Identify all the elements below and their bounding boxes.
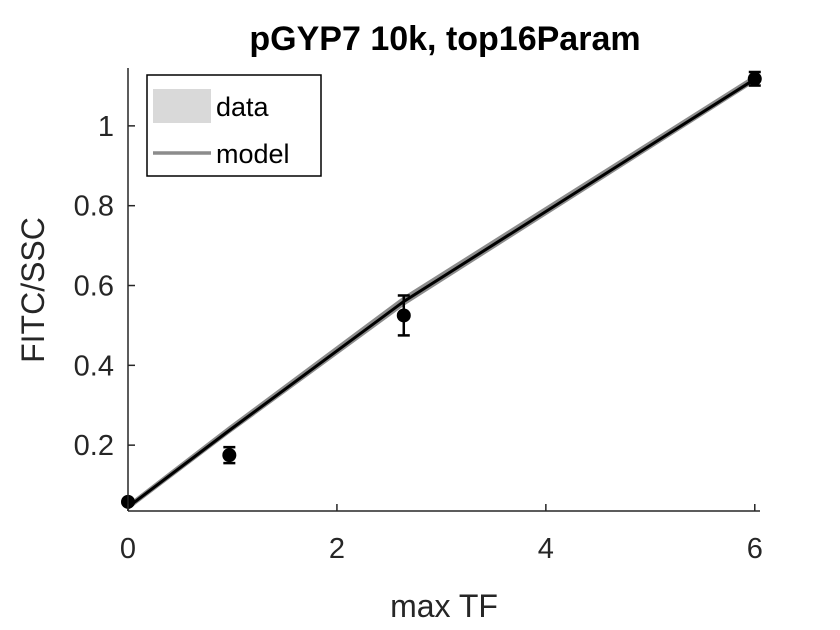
y-tick-label: 0.2 xyxy=(74,430,114,462)
model-line xyxy=(127,77,756,509)
y-tick-label: 0.8 xyxy=(74,191,114,223)
plot-area xyxy=(121,70,762,512)
ticks: 0 2 4 6 0.2 0.4 0.6 0.8 1 xyxy=(74,111,763,565)
data-marker xyxy=(396,308,411,323)
legend: data model xyxy=(146,74,322,177)
x-tick-label: 2 xyxy=(329,533,345,565)
legend-label-model: model xyxy=(216,139,290,169)
data-point xyxy=(747,70,762,87)
x-tick-label: 0 xyxy=(120,533,136,565)
data-point xyxy=(396,294,411,337)
y-tick-label: 1 xyxy=(98,111,114,143)
x-axis-label: max TF xyxy=(390,588,498,624)
y-tick-label: 0.4 xyxy=(74,350,114,382)
data-point xyxy=(222,445,237,465)
legend-swatch-data xyxy=(153,89,211,123)
x-tick-label: 4 xyxy=(538,533,554,565)
y-tick-label: 0.6 xyxy=(74,271,114,303)
chart-title: pGYP7 10k, top16Param xyxy=(249,20,640,58)
data-marker xyxy=(222,448,237,463)
legend-label-data: data xyxy=(216,92,270,122)
data-marker xyxy=(747,71,762,86)
x-tick-label: 6 xyxy=(747,533,763,565)
y-axis-label: FITC/SSC xyxy=(15,217,51,363)
